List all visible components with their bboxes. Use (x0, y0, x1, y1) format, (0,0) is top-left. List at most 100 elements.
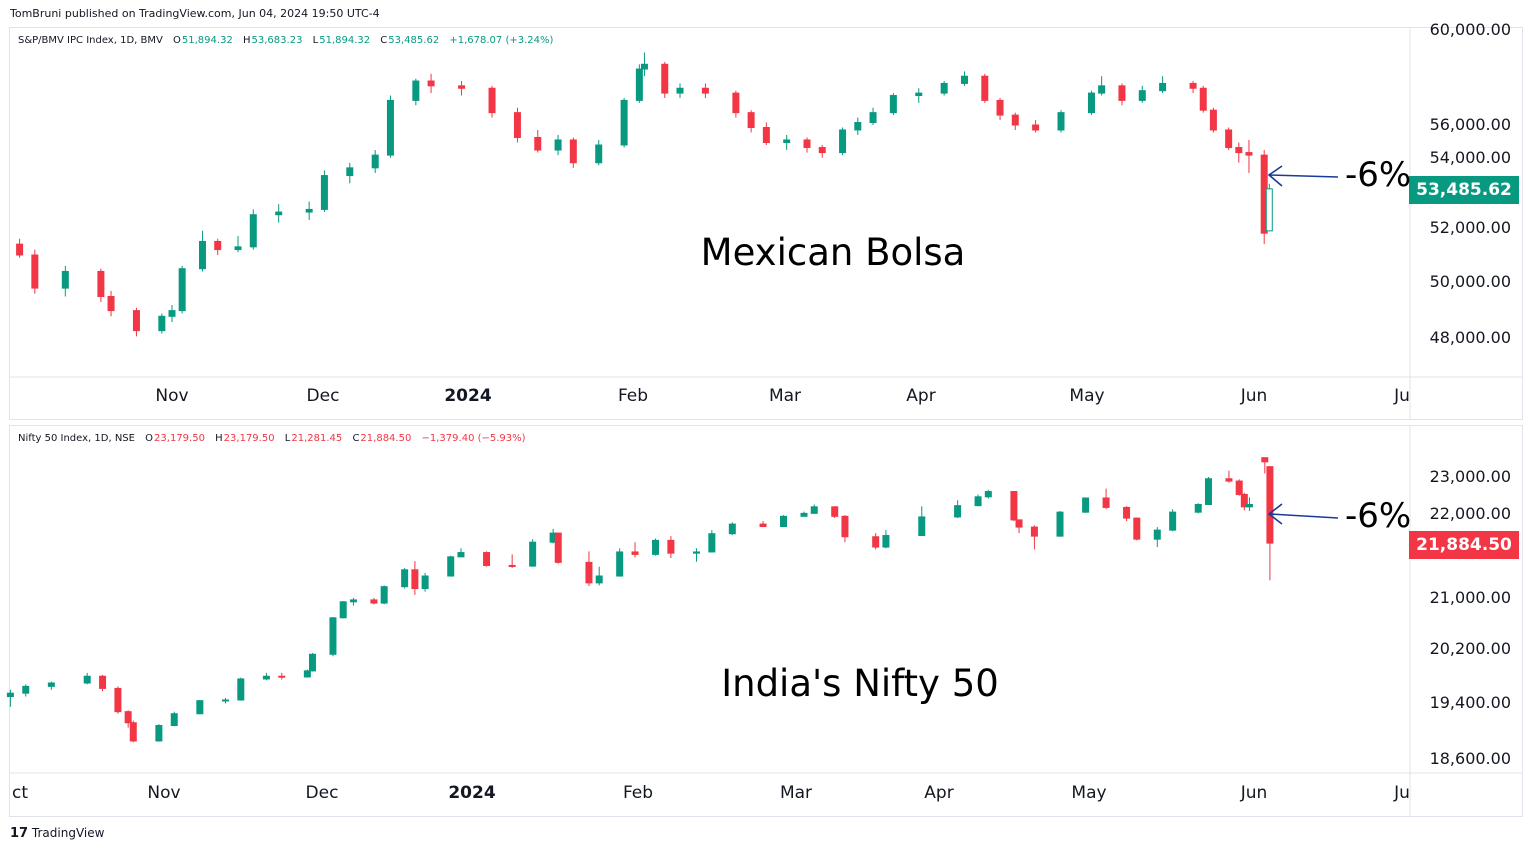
candle (129, 720, 137, 743)
candle-body (1240, 493, 1248, 508)
candle-body (692, 551, 700, 554)
candle-body (529, 541, 537, 567)
candle (198, 230, 206, 272)
candle (114, 686, 122, 714)
candle-body (554, 532, 562, 563)
candle-body (595, 144, 603, 164)
candle-body (1189, 82, 1197, 89)
candle (1133, 517, 1141, 541)
low-value: 51,894.32 (319, 35, 371, 46)
candle (1261, 457, 1269, 474)
candle-body (234, 246, 242, 251)
chart-pane-ipc[interactable] (9, 27, 1523, 420)
candle (214, 238, 222, 256)
candle-body (114, 687, 122, 713)
candle (1199, 85, 1207, 113)
candle (320, 170, 328, 213)
candle-body (1235, 147, 1243, 154)
candle-body (1102, 497, 1110, 508)
candle (83, 672, 91, 685)
candle-body (278, 675, 286, 678)
candle (421, 572, 429, 592)
candle-body (97, 270, 105, 297)
candle (380, 585, 388, 605)
candle-body (1204, 478, 1212, 505)
candle-body (329, 617, 337, 655)
candle (747, 110, 755, 133)
candle-body (349, 599, 357, 603)
candle (1204, 477, 1212, 506)
candle-body (275, 211, 283, 216)
candle (329, 617, 337, 657)
candle-body (1057, 112, 1065, 131)
candle (841, 515, 849, 543)
candle-body (762, 126, 770, 143)
candle (1159, 76, 1167, 94)
y-tick-label: 21,000.00 (1429, 588, 1511, 607)
candle-body (595, 575, 603, 584)
chart-pane-nifty[interactable] (9, 425, 1523, 817)
candle-body (732, 92, 740, 114)
candle-body (214, 240, 222, 251)
candle (1235, 479, 1243, 496)
y-tick-label: 48,000.00 (1429, 328, 1511, 347)
candle-body (534, 136, 542, 151)
candle (534, 129, 542, 153)
candle (762, 122, 770, 146)
candle-body (31, 254, 39, 289)
candle-body (158, 315, 166, 332)
symbol-title: S&P/BMV IPC Index, 1D, BMV (18, 35, 163, 46)
candle-body (22, 685, 30, 694)
candle (708, 530, 716, 553)
candle (1082, 497, 1090, 513)
candle-body (620, 99, 628, 146)
candle-body (412, 80, 420, 101)
candle (124, 710, 132, 728)
candle (178, 265, 186, 314)
candle (635, 64, 643, 103)
candle (401, 567, 409, 589)
candle-body (83, 675, 91, 684)
candle (1245, 497, 1253, 511)
tradingview-logo[interactable]: 17 TradingView (10, 826, 104, 841)
candle (278, 672, 286, 680)
candle-body (981, 75, 989, 101)
candle-body (831, 506, 839, 517)
candle-body (954, 505, 962, 518)
candle-body (1133, 517, 1141, 540)
candle-body (346, 167, 354, 177)
candle-body (129, 722, 137, 742)
candle-body (427, 80, 435, 87)
candle (616, 548, 624, 577)
candle (1240, 492, 1248, 511)
candle (661, 61, 669, 98)
candle-body (16, 243, 24, 256)
candle (1265, 183, 1273, 232)
candle (6, 689, 14, 707)
close-value: 53,485.62 (388, 35, 440, 46)
candle (1123, 506, 1131, 522)
last-price-tag: 21,884.50 (1409, 531, 1519, 559)
candle-body (447, 556, 455, 577)
x-tick-label: Apr (924, 783, 954, 803)
candle-body (759, 523, 767, 527)
y-tick-label: 50,000.00 (1429, 272, 1511, 291)
candle-body (47, 682, 55, 687)
candle-body (1082, 497, 1090, 513)
x-tick-label: Ju (1394, 386, 1410, 406)
candle-body (1010, 491, 1018, 521)
candle-body (1199, 87, 1207, 111)
candle (620, 97, 628, 148)
candle-body (421, 575, 429, 590)
candle-body (1209, 109, 1217, 131)
candle-body (635, 68, 643, 101)
candle (97, 268, 105, 303)
candle (783, 134, 791, 151)
candle (386, 95, 394, 158)
candle-body (1169, 511, 1177, 531)
x-tick-label: Apr (906, 386, 936, 406)
candle (1010, 490, 1018, 522)
candle-body (869, 112, 877, 124)
candle (513, 107, 521, 143)
